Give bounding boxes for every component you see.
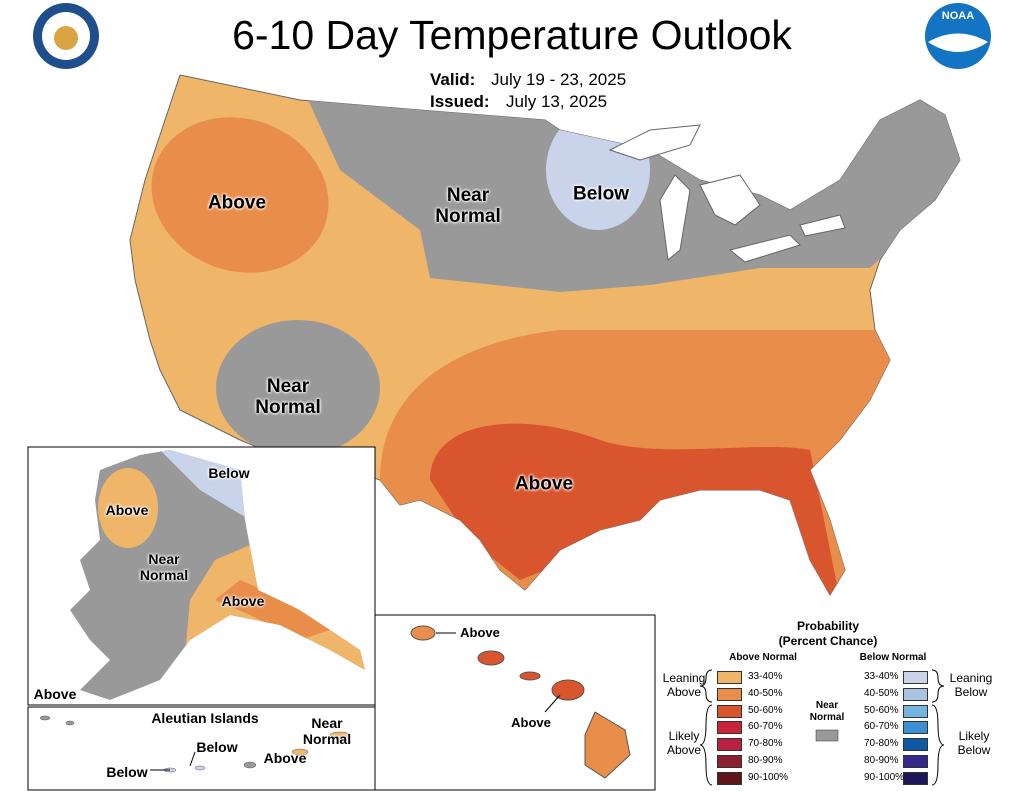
legend-swatch <box>903 671 928 684</box>
aleutian-inset <box>27 706 376 791</box>
legend-swatch <box>903 704 928 718</box>
great-lakes <box>608 124 846 263</box>
inset-title: Aleutian Islands <box>151 710 259 726</box>
region-label: Below <box>196 739 238 755</box>
region-label: Above <box>514 473 574 495</box>
region-label: Near Normal <box>255 376 321 418</box>
region-label: Below <box>208 465 250 481</box>
region-label: Below <box>573 183 629 205</box>
region-label: Above <box>460 625 500 640</box>
legend-swatch <box>903 755 928 768</box>
legend-range: 80-90% <box>748 755 783 766</box>
legend-range: 40-50% <box>748 687 783 699</box>
valid-dates: July 19 - 23, 2025 <box>491 70 627 89</box>
legend-swatch <box>903 721 928 735</box>
legend-group: Likely Above <box>666 729 702 757</box>
legend-title: Probability <box>796 619 860 633</box>
brace <box>699 669 713 703</box>
brace <box>699 704 713 786</box>
legend-swatch <box>717 771 742 785</box>
legend-range: 60-70% <box>748 721 783 733</box>
valid-label: Valid: <box>430 70 476 89</box>
legend-swatch <box>903 771 928 785</box>
legend-range: 50-60% <box>864 704 899 716</box>
legend-group: Leaning Below <box>949 671 993 699</box>
region-label: Above <box>263 750 307 766</box>
noaa-logo <box>925 3 991 69</box>
legend-range: 80-90% <box>864 755 899 766</box>
legend-group: Likely Below <box>957 729 991 757</box>
leader-line <box>544 694 561 713</box>
region-leaning-below <box>546 110 650 230</box>
region-label: Above <box>33 686 77 702</box>
issued-label: Issued: <box>430 92 490 111</box>
legend-range: 33-40% <box>864 671 899 682</box>
issued-date: July 13, 2025 <box>506 92 608 111</box>
region-label: Near Normal <box>435 185 501 227</box>
region-label: Above <box>207 192 267 214</box>
region-label: Near Normal <box>302 715 352 747</box>
legend-range: 90-100% <box>864 771 905 783</box>
brace <box>931 669 945 703</box>
legend-swatch <box>717 687 742 701</box>
region-label: Above <box>511 715 551 730</box>
brace <box>931 704 945 786</box>
legend-swatch <box>717 721 742 735</box>
legend-swatch <box>903 738 928 752</box>
legend-range: 33-40% <box>748 671 783 682</box>
legend-range: 50-60% <box>748 704 783 716</box>
commerce-seal <box>33 3 99 69</box>
region-near-normal <box>216 320 380 456</box>
legend-swatch <box>903 687 928 701</box>
noaa-text: NOAA <box>941 10 975 22</box>
legend-range: 70-80% <box>864 738 899 750</box>
leader-line <box>189 751 196 767</box>
region-likely-above <box>430 423 840 595</box>
legend-group: Leaning Above <box>662 671 706 699</box>
legend-range: 90-100% <box>748 771 789 783</box>
legend-heading: Near Normal <box>809 700 845 723</box>
legend-range: 70-80% <box>748 738 783 750</box>
region-label: Above <box>105 502 149 518</box>
region-label: Above <box>221 593 265 609</box>
legend-swatch <box>717 755 742 768</box>
title: 6-10 Day Temperature Outlook <box>232 12 792 58</box>
region-label: Below <box>106 764 148 780</box>
aleutian-islands <box>39 715 351 773</box>
region-above <box>151 117 329 273</box>
region-label: Near Normal <box>139 551 189 583</box>
legend-range: 40-50% <box>864 687 899 699</box>
legend-heading: Below Normal <box>859 652 927 663</box>
legend-subtitle: (Percent Chance) <box>778 634 878 648</box>
legend-swatch <box>717 704 742 718</box>
legend-swatch <box>815 729 839 742</box>
legend-swatch <box>717 738 742 752</box>
legend-swatch <box>717 671 742 684</box>
legend-range: 60-70% <box>864 721 899 733</box>
legend-heading: Above Normal <box>729 652 797 663</box>
